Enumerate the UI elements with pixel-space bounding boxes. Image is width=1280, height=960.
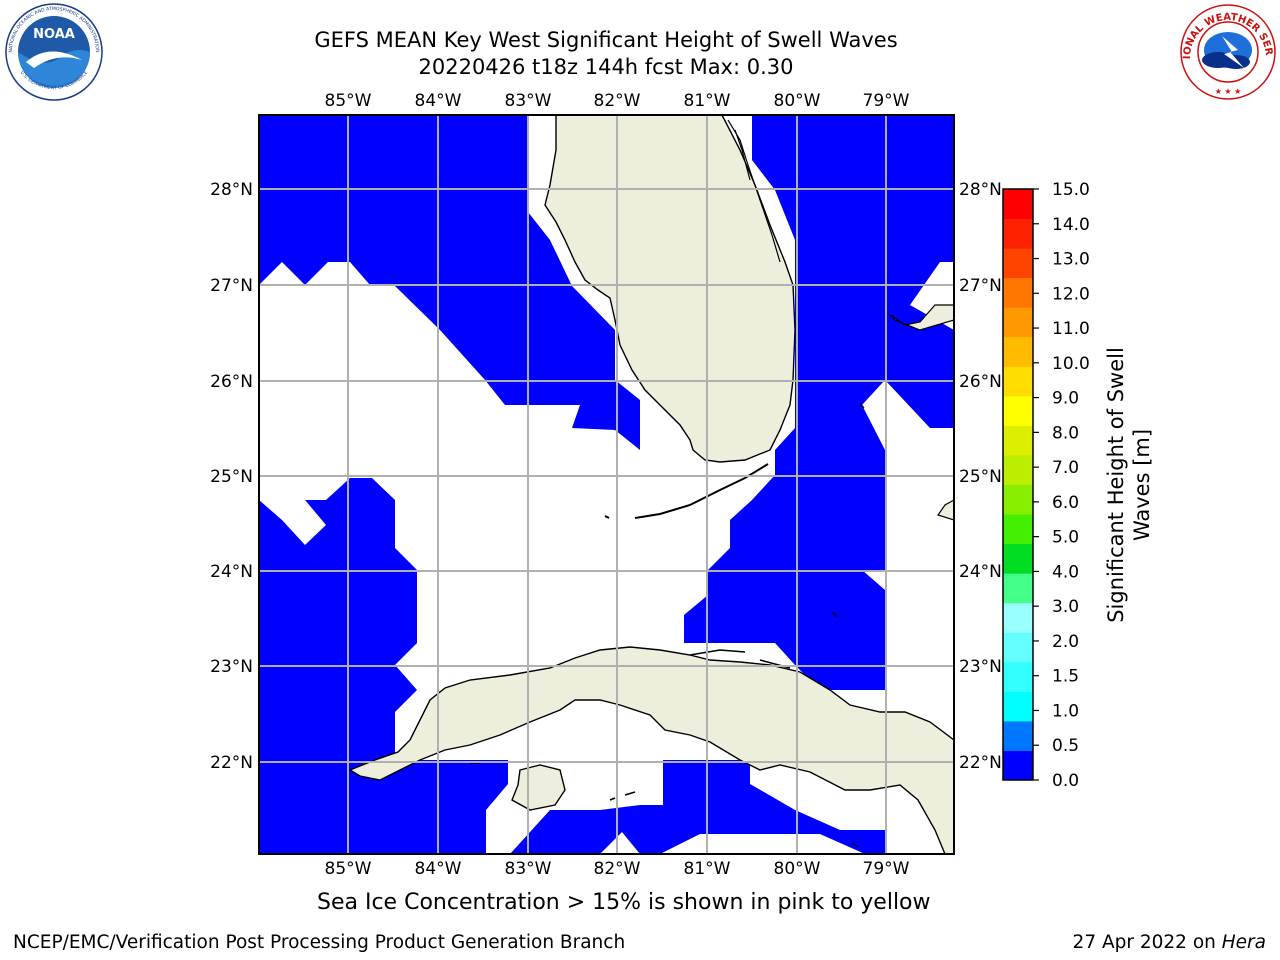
- noaa-logo-text: NOAA: [33, 27, 75, 42]
- colorbar-block: [1003, 218, 1033, 249]
- colorbar-frame: [1002, 188, 1034, 781]
- colorbar-block: [1003, 366, 1033, 397]
- lon-label: 80°W: [774, 91, 821, 111]
- lon-label: 84°W: [415, 859, 462, 879]
- nws-logo: NATIONAL WEATHER SERVICE ★ ★ ★: [1178, 2, 1276, 100]
- colorbar-block: [1003, 632, 1033, 663]
- land-cuba-cays: [470, 649, 791, 801]
- lon-label: 80°W: [774, 859, 821, 879]
- colorbar-block: [1003, 484, 1033, 515]
- lat-label: 27°N: [959, 276, 1002, 296]
- colorbar-block: [1003, 661, 1033, 692]
- lat-label: 28°N: [210, 180, 253, 200]
- lat-label: 25°N: [959, 467, 1002, 487]
- colorbar-block: [1003, 336, 1033, 367]
- colorbar-tick-label: 6.0: [1052, 493, 1079, 513]
- lat-label: 27°N: [210, 276, 253, 296]
- footer-date: 27 Apr 2022 on Hera: [1073, 932, 1266, 953]
- colorbar-block: [1003, 395, 1033, 426]
- lat-label: 26°N: [959, 372, 1002, 392]
- chart-title: GEFS MEAN Key West Significant Height of…: [314, 28, 898, 52]
- lon-label: 82°W: [594, 91, 641, 111]
- lon-label: 81°W: [684, 859, 731, 879]
- colorbar-block: [1003, 248, 1033, 279]
- lon-label: 84°W: [415, 91, 462, 111]
- sea-ice-note: Sea Ice Concentration > 15% is shown in …: [317, 890, 931, 915]
- lat-label: 28°N: [959, 180, 1002, 200]
- graticule: [259, 115, 954, 854]
- lon-label: 83°W: [505, 859, 552, 879]
- land-cuba: [348, 646, 954, 854]
- colorbar-block: [1003, 691, 1033, 722]
- colorbar-block: [1003, 750, 1033, 781]
- footer-credit: NCEP/EMC/Verification Post Processing Pr…: [13, 932, 626, 953]
- lon-labels-top: 85°W 84°W 83°W 82°W 81°W 80°W 79°W: [325, 91, 910, 111]
- footer-host: Hera: [1221, 932, 1266, 953]
- colorbar-block: [1003, 720, 1033, 751]
- lat-labels-left: 28°N 27°N 26°N 25°N 24°N 23°N 22°N: [210, 180, 253, 773]
- colorbar-tick-label: 10.0: [1052, 354, 1090, 374]
- lon-label: 83°W: [505, 91, 552, 111]
- lat-label: 22°N: [210, 753, 253, 773]
- colorbar-tick-label: 4.0: [1052, 562, 1079, 582]
- colorbar-block: [1003, 425, 1033, 456]
- land-florida: [544, 115, 796, 463]
- colorbar-tick-label: 0.5: [1052, 736, 1079, 756]
- colorbar-tick-label: 5.0: [1052, 528, 1079, 548]
- colorbar-tick-label: 3.0: [1052, 597, 1079, 617]
- colorbar-block: [1003, 277, 1033, 308]
- colorbar-tick-label: 9.0: [1052, 389, 1079, 409]
- colorbar-tick-label: 1.5: [1052, 667, 1079, 687]
- colorbar-tick-label: 2.0: [1052, 632, 1079, 652]
- colorbar-tick-label: 8.0: [1052, 423, 1079, 443]
- colorbar-tick-label: 15.0: [1052, 180, 1090, 200]
- colorbar-tick-label: 7.0: [1052, 458, 1079, 478]
- colorbar-tick-label: 1.0: [1052, 701, 1079, 721]
- lon-label: 79°W: [863, 91, 910, 111]
- noaa-logo: NOAA NATIONAL OCEANIC AND ATMOSPHERIC AD…: [5, 3, 103, 101]
- svg-text:★ ★ ★: ★ ★ ★: [1215, 87, 1242, 96]
- lat-label: 22°N: [959, 753, 1002, 773]
- swell-region-caribbean-west: [510, 760, 885, 854]
- land-bahamas: [831, 304, 954, 848]
- lon-labels-bottom: 85°W 84°W 83°W 82°W 81°W 80°W 79°W: [325, 859, 910, 879]
- colorbar-block: [1003, 543, 1033, 574]
- land-isla-juventud: [511, 764, 566, 811]
- colorbar-tick-label: 11.0: [1052, 319, 1090, 339]
- lon-label: 82°W: [594, 859, 641, 879]
- footer-date-text: 27 Apr 2022 on: [1072, 932, 1222, 953]
- colorbar-blocks: [1003, 189, 1033, 781]
- colorbar-block: [1003, 602, 1033, 633]
- lon-label: 85°W: [325, 859, 372, 879]
- colorbar-block: [1003, 573, 1033, 604]
- lon-label: 79°W: [863, 859, 910, 879]
- colorbar-block: [1003, 514, 1033, 545]
- colorbar-label-line1: Significant Height of Swell: [1104, 347, 1128, 623]
- colorbar-tick-label: 13.0: [1052, 250, 1090, 270]
- lat-label: 23°N: [210, 657, 253, 677]
- swell-region-gulf-north: [259, 115, 640, 450]
- colorbar-ticks: 0.0 0.5 1.0 1.5 2.0 3.0 4.0 5.0 6.0 7.0 8.0 9.0 10.0…: [1033, 180, 1090, 791]
- colorbar-block: [1003, 454, 1033, 485]
- colorbar-tick-label: 0.0: [1052, 771, 1079, 791]
- lat-label: 25°N: [210, 467, 253, 487]
- lat-label: 26°N: [210, 372, 253, 392]
- land-barrier-islands: [727, 119, 781, 263]
- lon-label: 81°W: [684, 91, 731, 111]
- colorbar-block: [1003, 189, 1033, 220]
- lat-label: 23°N: [959, 657, 1002, 677]
- colorbar-tick-label: 14.0: [1052, 215, 1090, 235]
- lon-label: 85°W: [325, 91, 372, 111]
- colorbar-block: [1003, 307, 1033, 338]
- lat-label: 24°N: [210, 562, 253, 582]
- lat-label: 24°N: [959, 562, 1002, 582]
- colorbar-tick-label: 12.0: [1052, 284, 1090, 304]
- colorbar-label-line2: Waves [m]: [1130, 429, 1154, 541]
- chart-subtitle: 20220426 t18z 144h fcst Max: 0.30: [418, 55, 794, 79]
- lat-labels-right: 28°N 27°N 26°N 25°N 24°N 23°N 22°N: [959, 180, 1002, 773]
- map-frame: [258, 114, 955, 855]
